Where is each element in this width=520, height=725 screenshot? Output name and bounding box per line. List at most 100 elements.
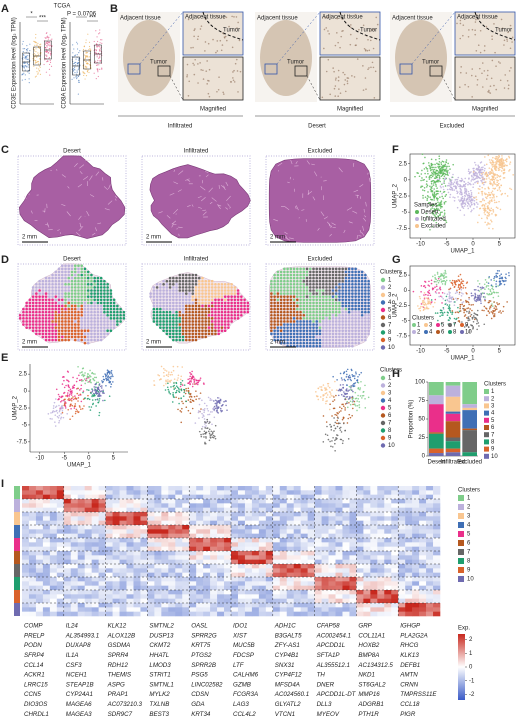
spot [344,267,348,271]
nucleus [372,47,375,50]
spot [286,338,289,342]
nucleus [491,59,494,62]
texture [201,196,206,202]
cell-point [468,200,470,202]
spot [283,295,286,298]
cell-point [349,403,352,406]
spot [286,267,289,271]
nucleus [351,75,353,77]
cell-point [438,174,441,177]
cell-point [420,173,423,175]
cell-point [355,397,358,400]
spot [305,313,309,317]
spot [270,307,273,311]
spot [181,292,185,295]
nucleus [337,76,340,78]
spot [357,276,361,280]
spot [184,313,188,317]
cell-point [342,405,345,408]
cell-point [165,380,167,383]
spot [367,292,370,295]
nucleus [204,50,206,52]
cell-point [468,296,470,299]
spot [207,295,211,298]
spot [57,279,61,283]
cell-point [187,389,190,392]
spot [347,338,351,342]
spot [364,323,367,326]
legend-label: 5 [388,308,392,314]
spot [181,320,185,323]
cell-point [351,395,354,398]
point [33,41,36,43]
spot [210,301,214,305]
spot [214,332,217,336]
spot [302,344,306,348]
spot [80,273,84,277]
spot [318,282,322,286]
spot [273,286,276,289]
spot [357,282,361,286]
point [48,41,50,43]
cell-point [213,416,216,419]
nucleus [477,44,480,46]
cell-point [170,379,172,382]
spot [360,279,364,283]
spot [302,273,306,277]
cell-point [499,158,502,161]
spot [155,320,159,323]
cell-point [339,406,341,409]
spot [357,292,361,295]
spot [178,282,182,286]
spot [347,329,351,333]
spot [220,320,224,323]
nucleus [187,94,190,97]
cell-point [205,425,207,427]
spot [305,279,309,283]
spot [93,310,96,314]
spot [243,307,246,311]
cell-point [498,186,501,189]
x-tick-label: -10 [416,242,425,248]
cell-point [199,377,202,379]
nucleus [215,51,217,54]
spot [86,310,90,314]
cell-point [484,188,486,190]
spot [86,329,90,333]
nucleus [221,32,224,34]
cell-point [445,173,447,176]
spot [191,273,195,277]
spot [149,292,152,295]
nucleus [356,37,358,40]
cell-point [427,196,430,198]
cell-point [344,403,347,405]
nucleus [507,31,509,34]
panel-label: D [1,254,9,266]
point [27,58,29,60]
cell-point [326,425,328,428]
cell-point [446,165,448,168]
y-axis-label: UMAP_2 [13,395,19,420]
spot [230,307,233,311]
cell-point [75,410,77,413]
nucleus [222,91,224,94]
spot [93,329,96,333]
spot [318,320,322,323]
spot [51,273,54,277]
spot [96,338,100,342]
cell-point [503,177,506,179]
sample-title: Excluded [308,257,333,263]
spot [227,282,230,286]
cell-point [454,311,457,314]
spot [51,292,54,295]
cell-point [69,388,72,391]
spot [289,332,293,336]
spot [338,298,341,302]
spot [159,323,162,326]
spot [286,304,289,308]
spot [347,323,351,326]
spot [86,313,90,317]
spot [60,310,64,314]
nucleus [334,44,337,47]
cell-point [421,177,423,179]
